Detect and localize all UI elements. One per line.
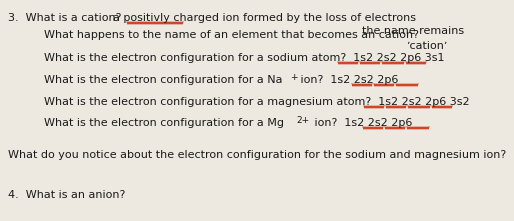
Text: the name remains: the name remains	[362, 26, 464, 36]
Text: 2+: 2+	[296, 116, 309, 125]
Text: What is the electron configuration for a Na: What is the electron configuration for a…	[44, 75, 283, 85]
Text: 3.  What is a cation?: 3. What is a cation?	[8, 13, 128, 23]
Text: a positivly charged ion formed by the loss of electrons: a positivly charged ion formed by the lo…	[113, 13, 416, 23]
Text: +: +	[290, 73, 298, 82]
Text: What is the electron configuration for a magnesium atom?  1s2 2s2 2p6 3s2: What is the electron configuration for a…	[44, 97, 470, 107]
Text: What happens to the name of an element that becomes an cation?: What happens to the name of an element t…	[44, 30, 419, 40]
Text: ʼcationʼ: ʼcationʼ	[406, 41, 447, 51]
Text: What is the electron configuration for a sodium atom?  1s2 2s2 2p6 3s1: What is the electron configuration for a…	[44, 53, 445, 63]
Text: What do you notice about the electron configuration for the sodium and magnesium: What do you notice about the electron co…	[8, 150, 506, 160]
Text: ion?  1s2 2s2 2p6: ion? 1s2 2s2 2p6	[297, 75, 398, 85]
Text: 4.  What is an anion?: 4. What is an anion?	[8, 190, 125, 200]
Text: ion?  1s2 2s2 2p6: ion? 1s2 2s2 2p6	[311, 118, 412, 128]
Text: What is the electron configuration for a Mg: What is the electron configuration for a…	[44, 118, 284, 128]
